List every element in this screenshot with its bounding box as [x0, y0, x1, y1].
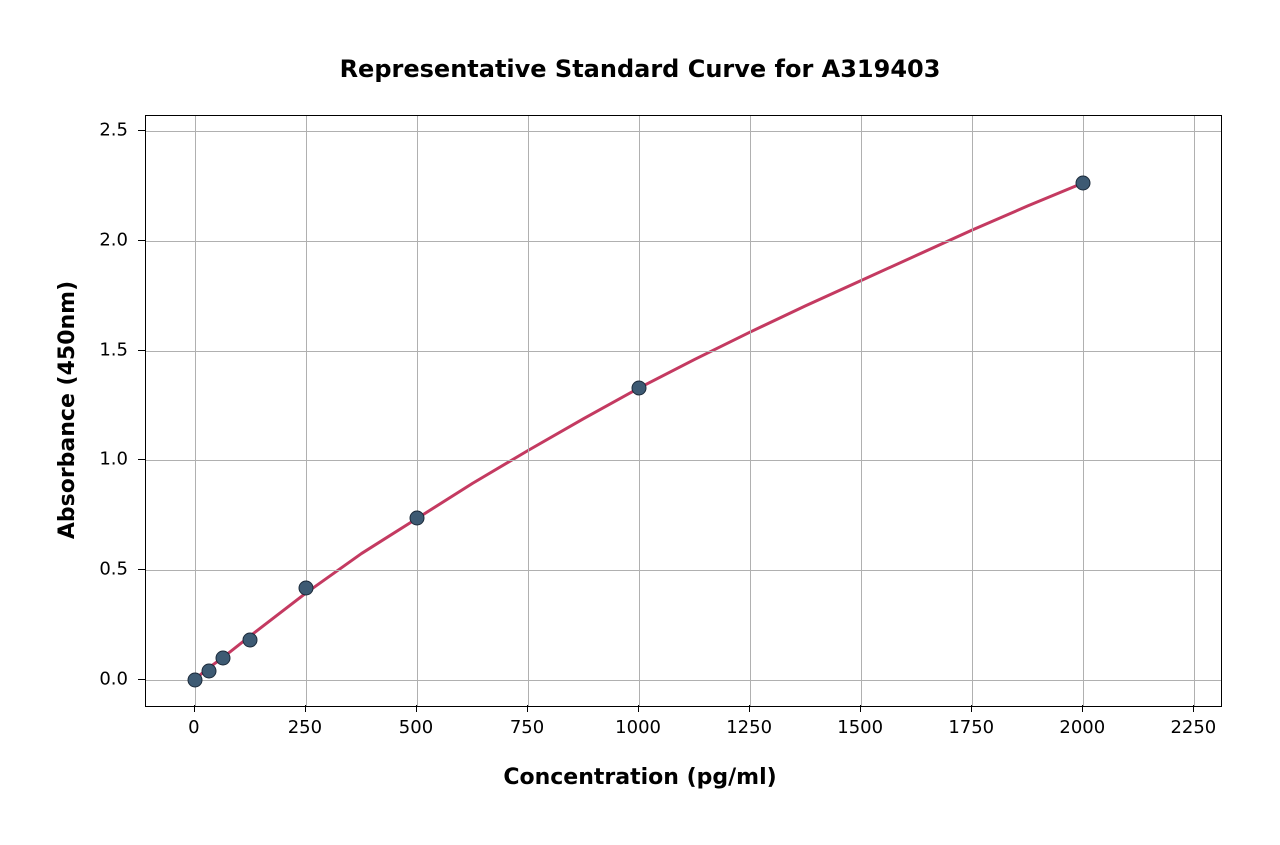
gridline-horizontal — [146, 241, 1221, 242]
data-marker — [215, 650, 230, 665]
data-marker — [409, 511, 424, 526]
plot-area — [145, 115, 1222, 707]
x-tick-label: 1500 — [837, 717, 883, 738]
x-tick-label: 2250 — [1170, 717, 1216, 738]
y-tick-mark — [138, 569, 145, 570]
data-marker — [243, 633, 258, 648]
data-marker — [187, 672, 202, 687]
y-tick-label: 1.5 — [88, 339, 128, 360]
figure: Representative Standard Curve for A31940… — [0, 0, 1280, 845]
gridline-vertical — [1083, 116, 1084, 706]
y-tick-mark — [138, 679, 145, 680]
x-tick-mark — [1082, 705, 1083, 712]
x-axis-label: Concentration (pg/ml) — [0, 765, 1280, 790]
x-tick-mark — [1193, 705, 1194, 712]
x-tick-mark — [305, 705, 306, 712]
data-marker — [298, 580, 313, 595]
x-tick-mark — [527, 705, 528, 712]
gridline-horizontal — [146, 570, 1221, 571]
x-tick-label: 1250 — [726, 717, 772, 738]
y-tick-label: 1.0 — [88, 449, 128, 470]
y-tick-mark — [138, 240, 145, 241]
gridline-vertical — [972, 116, 973, 706]
x-tick-mark — [638, 705, 639, 712]
gridline-horizontal — [146, 460, 1221, 461]
y-tick-label: 0.5 — [88, 559, 128, 580]
gridline-vertical — [417, 116, 418, 706]
data-marker — [632, 380, 647, 395]
x-tick-mark — [860, 705, 861, 712]
data-marker — [1076, 175, 1091, 190]
curve-line — [146, 116, 1221, 706]
gridline-horizontal — [146, 680, 1221, 681]
x-tick-label: 1000 — [615, 717, 661, 738]
x-tick-mark — [971, 705, 972, 712]
x-tick-label: 500 — [399, 717, 433, 738]
x-tick-mark — [749, 705, 750, 712]
x-tick-label: 1750 — [948, 717, 994, 738]
data-marker — [201, 663, 216, 678]
gridline-vertical — [306, 116, 307, 706]
y-tick-label: 0.0 — [88, 668, 128, 689]
y-axis-label: Absorbance (450nm) — [55, 281, 80, 539]
gridline-vertical — [195, 116, 196, 706]
y-tick-mark — [138, 350, 145, 351]
gridline-vertical — [639, 116, 640, 706]
gridline-vertical — [861, 116, 862, 706]
gridline-horizontal — [146, 351, 1221, 352]
chart-title: Representative Standard Curve for A31940… — [0, 55, 1280, 83]
x-tick-label: 2000 — [1059, 717, 1105, 738]
y-tick-mark — [138, 130, 145, 131]
x-tick-label: 0 — [188, 717, 199, 738]
gridline-vertical — [1194, 116, 1195, 706]
x-tick-label: 750 — [510, 717, 544, 738]
gridline-vertical — [750, 116, 751, 706]
x-tick-label: 250 — [288, 717, 322, 738]
gridline-vertical — [528, 116, 529, 706]
x-tick-mark — [194, 705, 195, 712]
y-tick-label: 2.5 — [88, 120, 128, 141]
y-tick-mark — [138, 459, 145, 460]
y-tick-label: 2.0 — [88, 230, 128, 251]
x-tick-mark — [416, 705, 417, 712]
gridline-horizontal — [146, 131, 1221, 132]
